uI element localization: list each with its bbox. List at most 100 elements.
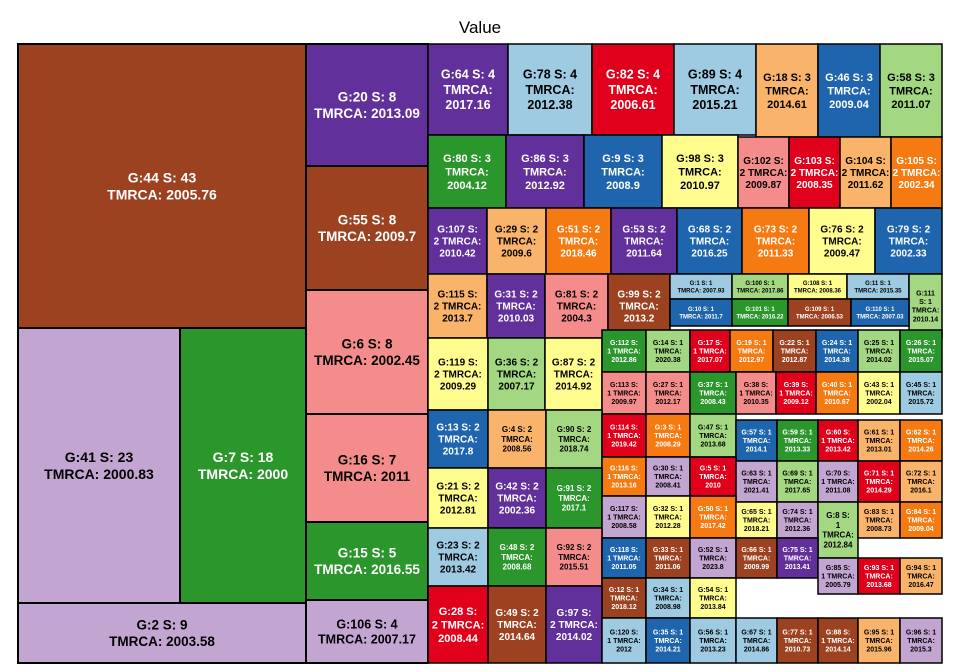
tile-rect (731, 298, 789, 327)
treemap-tile: G:69 S: 1 TMRCA: 2017.65 (776, 460, 819, 503)
treemap-tile: G:65 S: 1 TMRCA: 2018.21 (735, 501, 778, 539)
tile-label: G:2 S: 9 TMRCA: 2003.58 (109, 617, 215, 648)
tile-label: G:79 S: 2 TMRCA: 2002.33 (887, 224, 931, 259)
tile-label: G:4 S: 2 TMRCA: 2008.56 (501, 425, 533, 454)
treemap-tile: G:20 S: 8 TMRCA: 2013.09 (305, 43, 429, 167)
tile-rect (427, 467, 489, 529)
tile-rect (689, 413, 737, 458)
tile-label: G:107 S: 2 TMRCA: 2010.42 (434, 224, 482, 259)
treemap-tile: G:62 S: 1 TMRCA: 2014.26 (899, 419, 943, 462)
treemap-tile: G:38 S: 1 TMRCA: 2010.35 (735, 371, 777, 415)
treemap-tile: G:83 S: 1 TMRCA: 2008.73 (857, 501, 901, 539)
tile-rect (645, 537, 691, 579)
treemap-tile: G:61 S: 1 TMRCA: 2013.01 (857, 419, 901, 462)
tile-label: G:95 S: 1 TMRCA: 2015.96 (864, 629, 894, 653)
tile-rect (815, 329, 859, 373)
tile-label: G:63 S: 1 TMRCA: 2021.41 (741, 470, 771, 494)
tile-label: G:71 S: 1 TMRCA: 2014.29 (864, 470, 894, 494)
tile-label: G:19 S: 1 TMRCA: 2012.97 (736, 340, 766, 364)
treemap-tile: G:118 S: 1 TMRCA: 2011.05 (601, 537, 647, 579)
tile-label: G:5 S: 1 TMRCA: 2010 (699, 465, 727, 489)
treemap-tile: G:43 S: 1 TMRCA: 2002.04 (857, 371, 901, 415)
tile-rect (899, 329, 943, 373)
treemap-tile: G:37 S: 1 TMRCA: 2008.43 (689, 371, 737, 415)
treemap-tile: G:77 S: 1 TMRCA: 2010.73 (776, 617, 819, 664)
tile-label: G:15 S: 5 TMRCA: 2016.55 (314, 545, 420, 576)
tile-rect (735, 617, 778, 664)
tile-label: G:27 S: 1 TMRCA: 2012.17 (653, 382, 683, 406)
tile-rect (890, 136, 943, 209)
tile-label: G:110 S: 1 TMRCA: 2007.03 (856, 307, 904, 320)
tile-label: G:13 S: 2 TMRCA: 2017.8 (436, 422, 480, 457)
tile-label: G:52 S: 1 TMRCA: 2023.8 (698, 547, 728, 571)
treemap-tile: G:48 S: 2 TMRCA: 2008.68 (487, 527, 547, 587)
treemap-tile: G:18 S: 3 TMRCA: 2014.61 (755, 43, 819, 138)
chart-title: Value (459, 18, 501, 37)
tile-rect (505, 134, 585, 209)
treemap-tile: G:41 S: 23 TMRCA: 2000.83 (17, 327, 181, 604)
tile-label: G:91 S: 2 TMRCA: 2017.1 (557, 484, 592, 513)
treemap-tile: G:93 S: 1 TMRCA: 2013.68 (857, 557, 901, 595)
treemap-tile: G:106 S: 4 TMRCA: 2007.17 (305, 599, 429, 664)
tile-rect (689, 329, 731, 373)
tile-label: G:65 S: 1 TMRCA: 2018.21 (741, 509, 771, 533)
tile-label: G:61 S: 1 TMRCA: 2013.01 (864, 429, 894, 453)
tile-rect (689, 617, 737, 664)
tile-label: G:32 S: 1 TMRCA: 2012.28 (653, 506, 683, 530)
treemap-tile: G:71 S: 1 TMRCA: 2014.29 (857, 460, 901, 503)
treemap-tile: G:22 S: 1 TMRCA: 2012.87 (772, 329, 817, 373)
treemap-tile: G:56 S: 1 TMRCA: 2013.23 (689, 617, 737, 664)
tile-label: G:72 S: 1 TMRCA: 2016.1 (906, 470, 936, 494)
treemap-tile: G:6 S: 8 TMRCA: 2002.45 (305, 289, 429, 415)
treemap-tile: G:72 S: 1 TMRCA: 2016.1 (899, 460, 943, 503)
tile-rect (846, 273, 910, 300)
treemap-tile: G:82 S: 4 TMRCA: 2006.61 (591, 43, 675, 136)
treemap-tile: G:40 S: 1 TMRCA: 2010.67 (815, 371, 859, 415)
tile-label: G:55 S: 8 TMRCA: 2009.7 (318, 212, 416, 243)
treemap-tile: G:67 S: 1 TMRCA: 2014.86 (735, 617, 778, 664)
tile-rect (817, 460, 859, 503)
tile-label: G:30 S: 1 TMRCA: 2008.41 (653, 465, 683, 489)
tile-rect (735, 537, 778, 579)
tile-rect (857, 557, 901, 595)
tile-label: G:84 S: 1 TMRCA: 2009.04 (906, 509, 936, 533)
tile-rect (735, 460, 778, 503)
tile-rect (645, 371, 691, 415)
tile-rect (427, 43, 509, 136)
tile-rect (427, 273, 488, 339)
treemap-tile: G:55 S: 8 TMRCA: 2009.7 (305, 165, 429, 291)
tile-label: G:81 S: 2 TMRCA: 2004.3 (555, 289, 599, 324)
tile-label: G:47 S: 1 TMRCA: 2013.68 (698, 424, 728, 448)
treemap-tile: G:68 S: 2 TMRCA: 2016.25 (676, 207, 743, 275)
treemap-tile: G:86 S: 3 TMRCA: 2012.92 (505, 134, 585, 209)
tile-rect (179, 327, 307, 604)
treemap-tile: G:80 S: 3 TMRCA: 2004.12 (427, 134, 507, 209)
tile-label: G:66 S: 1 TMRCA: 2009.99 (741, 547, 771, 571)
tile-rect (776, 617, 819, 664)
treemap-tile: G:102 S: 2 TMRCA: 2009.87 (737, 136, 790, 209)
tile-label: G:100 S: 1 TMRCA: 2017.86 (736, 281, 784, 294)
tile-rect (776, 501, 819, 539)
treemap-tile: G:90 S: 2 TMRCA: 2018.74 (545, 409, 603, 469)
tile-label: G:116 S: 1 TMRCA: 2013.16 (607, 465, 640, 489)
tile-rect (817, 43, 881, 138)
treemap-tile: G:49 S: 2 TMRCA: 2014.64 (487, 585, 547, 664)
tile-label: G:102 S: 2 TMRCA: 2009.87 (740, 156, 788, 191)
tile-label: G:92 S: 2 TMRCA: 2015.51 (557, 543, 592, 572)
treemap-tile: G:31 S: 2 TMRCA: 2010.03 (486, 273, 546, 339)
treemap-tile: G:1 S: 1 TMRCA: 2007.93 (669, 273, 733, 300)
tile-label: G:38 S: 1 TMRCA: 2010.35 (739, 382, 772, 406)
treemap-tile: G:70 S: 1 TMRCA: 2011.08 (817, 460, 859, 503)
tile-label: G:73 S: 2 TMRCA: 2011.33 (754, 224, 798, 259)
treemap-tile: G:63 S: 1 TMRCA: 2021.41 (735, 460, 778, 503)
tile-label: G:99 S: 2 TMRCA: 2013.2 (617, 289, 661, 324)
treemap-tile: G:88 S: 1 TMRCA: 2014.14 (817, 617, 859, 664)
treemap-tile: G:74 S: 1 TMRCA: 2012.36 (776, 501, 819, 539)
treemap-tile: G:120 S: 1 TMRCA: 2012 (601, 617, 647, 664)
tile-rect (857, 371, 901, 415)
tile-label: G:48 S: 2 TMRCA: 2008.68 (500, 543, 535, 572)
tile-rect (787, 273, 848, 300)
treemap-tile: G:111 S: 1 TMRCA: 2010.14 (908, 273, 943, 339)
